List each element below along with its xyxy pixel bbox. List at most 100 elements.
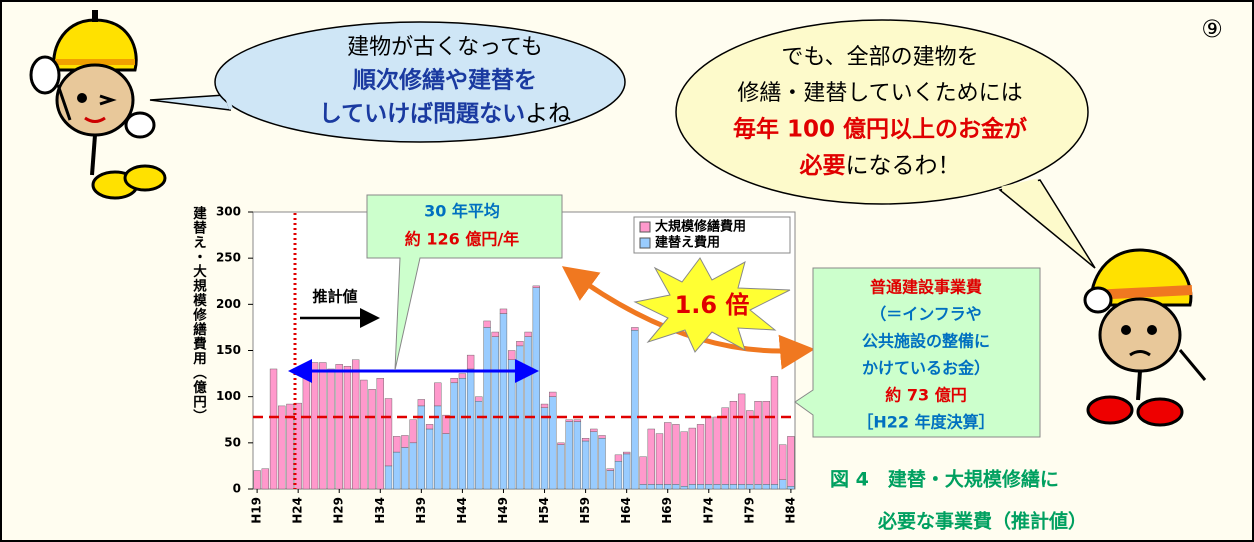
annotation: 30 年平均 [424,202,500,221]
bar [475,401,482,489]
x-tick-label: H54 [537,497,551,524]
bar [656,434,663,485]
annotation: 普通建設事業費 [870,278,982,297]
bar [451,383,458,489]
bar [746,411,753,485]
bar [426,429,433,489]
bar [369,389,376,489]
bar [549,392,556,397]
page: ⑨ 建物が古くなっても 順次修繕や建替を していけば問題ないよね でも、全部の建… [0,0,1254,542]
x-tick-label: H79 [742,497,756,524]
bar [623,452,630,454]
bar [722,408,729,485]
bubble-text: よね [525,101,571,127]
bar [459,378,466,489]
bar [648,429,655,484]
bar [475,397,482,402]
bar [262,469,269,489]
caption: 図 4 建替・大規模修繕に [830,468,1059,491]
annotation: ［H22 年度決算］ [857,413,994,432]
bar [418,406,425,489]
bar [582,441,589,489]
x-tick-label: H49 [496,497,510,524]
bar [664,484,671,489]
bar [763,401,770,484]
bar [516,341,523,346]
bar [533,288,540,489]
bar [558,445,565,489]
bar [779,480,786,489]
bar [311,363,318,489]
y-tick-label: 150 [216,343,241,357]
bar [410,443,417,489]
bar [787,486,794,489]
bar [558,443,565,445]
bar [492,332,499,337]
bar [303,364,310,489]
annotation: 1.6 倍 [675,291,750,319]
bar [631,330,638,489]
bar [582,438,589,441]
y-tick-label: 0 [233,482,241,496]
bar [623,454,630,489]
bubble-text: 必要 [800,152,846,179]
bar [393,452,400,489]
bar [672,484,679,489]
bar [467,369,474,489]
bar [763,484,770,489]
bar [525,337,532,489]
bar [385,466,392,489]
y-tick-label: 300 [216,205,241,219]
bar [426,424,433,429]
legend-label: 建替え費用 [655,235,720,251]
bubble-text: 必要になるわ！ [800,152,961,179]
bar [533,286,540,288]
bar [738,394,745,484]
bar [434,406,441,489]
bar [541,408,548,489]
x-tick-label: H34 [373,497,387,524]
x-tick-label: H19 [250,497,264,524]
caption: 必要な事業費（推計値） [877,510,1087,533]
bar [574,420,581,422]
bar [599,438,606,489]
bar [615,461,622,489]
x-tick-label: H64 [619,497,633,524]
bar [607,471,614,489]
bar [270,369,277,489]
bar [566,420,573,422]
y-tick-label: 250 [216,251,241,265]
bar [484,321,491,327]
bar [746,484,753,489]
bar [640,457,647,485]
annotation: 推計値 [312,288,357,306]
bar [566,422,573,489]
bar [689,484,696,489]
bar [295,403,302,489]
legend-swatch [640,222,650,232]
bar [697,484,704,489]
bar [590,429,597,432]
bar [484,327,491,489]
bar [714,484,721,489]
bar [401,435,408,447]
bar [492,337,499,489]
bar [664,423,671,485]
bubble-text: 順次修繕や建替を [353,67,537,94]
bar [607,469,614,471]
legend-label: 大規模修繕費用 [655,219,746,235]
bar [771,376,778,484]
bar [640,484,647,489]
annotation: （＝インフラや [870,305,982,324]
bubble-text: でも、全部の建物を [781,45,978,70]
y-axis-label: 建替え・大規模修繕費用（億円） [190,206,206,424]
bar [393,436,400,452]
bar [549,397,556,489]
bar [360,380,367,489]
bar [254,471,261,489]
x-tick-label: H84 [783,497,797,524]
bar [336,364,343,489]
bar [508,351,515,360]
bubble-text: になるわ！ [846,153,961,179]
x-tick-label: H69 [660,497,674,524]
